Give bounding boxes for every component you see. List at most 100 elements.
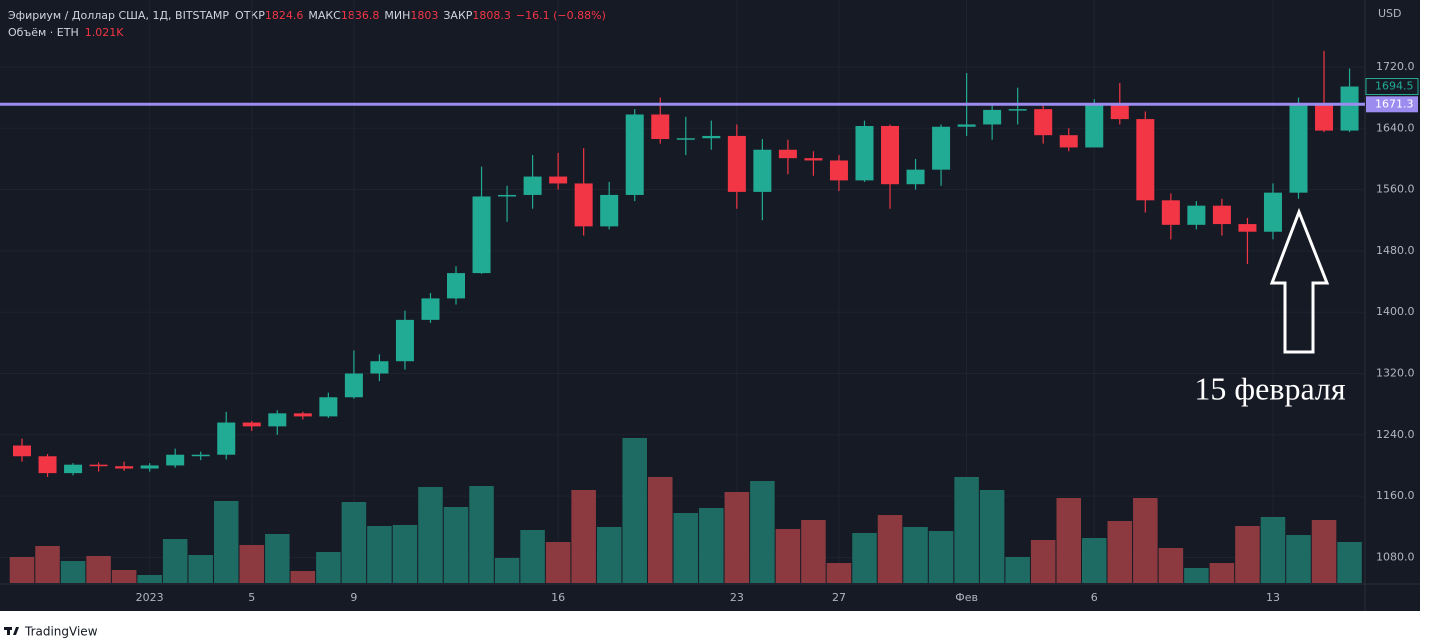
volume-bar	[699, 508, 724, 583]
volume-bar	[341, 502, 367, 583]
candle-body	[1161, 200, 1180, 225]
volume-bar	[596, 527, 622, 583]
volume-bar	[60, 561, 86, 583]
candle-body	[523, 176, 542, 195]
y-tick-label: 1480.0	[1376, 244, 1415, 257]
candle-body	[1212, 205, 1231, 225]
volume-bar	[316, 552, 341, 583]
x-tick-label: 23	[730, 591, 744, 604]
volume-bar	[137, 575, 162, 583]
volume-bar	[1107, 521, 1133, 583]
x-tick-label: 5	[248, 591, 255, 604]
candle-body	[983, 109, 1002, 125]
brand: TradingView	[24, 625, 98, 639]
volume-title: Объём · ETH	[8, 26, 79, 39]
y-unit: USD	[1378, 7, 1402, 20]
candle-body	[13, 445, 31, 457]
logo-part	[13, 627, 19, 635]
candle-body	[242, 422, 261, 427]
candle-body	[140, 465, 159, 469]
y-tick-label: 1080.0	[1376, 550, 1415, 563]
candle-body	[651, 114, 670, 140]
volume-bar	[1311, 520, 1337, 583]
candle-body	[319, 397, 338, 417]
volume-bar	[673, 513, 699, 583]
candle-body	[166, 454, 185, 466]
x-tick-label: Фев	[955, 591, 978, 604]
volume-bar	[903, 527, 928, 583]
candle-body	[932, 126, 951, 170]
volume-bar	[35, 546, 60, 583]
candle-body	[549, 176, 568, 184]
candle-body	[957, 124, 976, 127]
volume-bar	[1081, 538, 1107, 583]
candle-body	[472, 196, 491, 274]
candle-body	[1136, 119, 1155, 201]
volume-bar	[1056, 498, 1081, 583]
header: Эфириум / Доллар США, 1Д, BITSTAMP ОТКР18…	[8, 9, 606, 22]
candle-body	[64, 464, 83, 474]
field-value: 1808.3	[472, 9, 511, 22]
x-tick-label: 6	[1091, 591, 1098, 604]
candle-body	[268, 413, 287, 427]
candle-body	[702, 135, 721, 139]
x-tick-label: 2023	[136, 591, 164, 604]
last-price-box	[1365, 78, 1419, 96]
volume-bar	[1005, 557, 1030, 583]
x-tick-label: 13	[1266, 591, 1280, 604]
volume-header: Объём · ETH 1.021K	[8, 26, 124, 39]
candle-body	[1238, 224, 1257, 232]
volume-bar	[775, 529, 801, 583]
field-label: МАКС	[308, 9, 341, 22]
volume-bar	[392, 525, 418, 583]
x-tick-label: 16	[551, 591, 565, 604]
logo-part	[7, 627, 10, 635]
volume-bar	[520, 530, 545, 583]
volume-bar	[443, 507, 469, 583]
volume-bar	[162, 539, 188, 583]
volume-bar	[1235, 526, 1260, 583]
volume-bar	[188, 555, 213, 583]
candle-body	[906, 169, 925, 185]
candle-body	[38, 456, 57, 474]
candle-body	[447, 273, 466, 299]
brand-logo	[4, 627, 19, 635]
candle-body	[115, 466, 134, 469]
y-tick-label: 1160.0	[1376, 489, 1415, 502]
volume-bar	[239, 545, 265, 583]
volume-bar	[9, 557, 35, 583]
candle-body	[881, 125, 900, 185]
field-label: ОТКР	[235, 9, 265, 22]
volume-bar	[545, 542, 571, 583]
volume-bar	[1286, 535, 1311, 583]
candle-body	[574, 183, 593, 227]
x-tick-label: 27	[832, 591, 846, 604]
candle-body	[89, 464, 108, 467]
candle-body	[804, 158, 823, 161]
field-value: 1803	[410, 9, 438, 22]
hline-label-box	[1366, 96, 1418, 113]
volume-bar	[801, 520, 826, 583]
field-value: 1824.6	[265, 9, 304, 22]
volume-bar	[877, 515, 903, 583]
volume-bar	[852, 533, 877, 583]
candle-body	[1059, 135, 1078, 148]
y-tick-label: 1720.0	[1376, 60, 1415, 73]
candle-body	[1289, 102, 1308, 193]
candle-body	[1263, 192, 1282, 232]
candle-body	[1110, 102, 1129, 120]
x-tick-label: 9	[350, 591, 357, 604]
candle-body	[727, 135, 746, 192]
candle-body	[1315, 102, 1334, 131]
candle-body	[498, 194, 517, 197]
candle-body	[855, 125, 874, 181]
volume-bar	[469, 486, 494, 583]
last-price-label: 1694.5	[1375, 80, 1414, 93]
candle-body	[753, 149, 772, 192]
volume-bar	[571, 490, 596, 583]
volume-bar	[111, 570, 137, 583]
volume-bar	[647, 477, 673, 583]
volume-bar	[954, 477, 979, 583]
candle-body	[778, 149, 797, 159]
